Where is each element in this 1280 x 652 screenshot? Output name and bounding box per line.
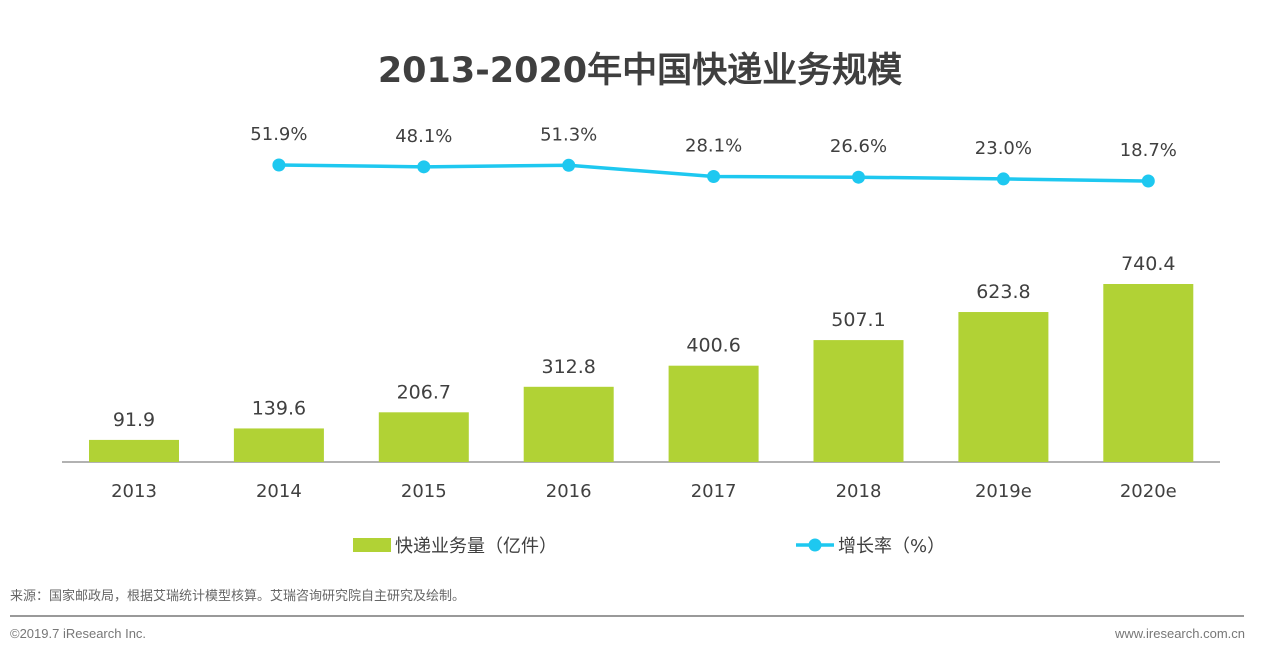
legend-line-marker: [808, 538, 822, 552]
bar-label: 139.6: [252, 397, 306, 419]
bar-2015: [378, 412, 469, 462]
legend-bar-swatch: [353, 538, 391, 552]
bar-label: 623.8: [976, 281, 1030, 303]
bar-label: 400.6: [686, 335, 740, 357]
line-point-2015: [417, 160, 431, 174]
bar-2017: [668, 365, 759, 462]
bar-2014: [233, 428, 324, 462]
bar-2019e: [958, 312, 1049, 462]
bar-label: 206.7: [397, 381, 451, 403]
x-tick-label: 2019e: [975, 481, 1032, 502]
x-tick-label: 2013: [111, 481, 157, 502]
line-point-2016: [562, 158, 576, 172]
bar-2018: [813, 340, 904, 462]
line-label: 26.6%: [830, 136, 887, 157]
website-link[interactable]: www.iresearch.com.cn: [1114, 626, 1245, 641]
bar-2013: [89, 439, 179, 462]
bar-2020e: [1103, 284, 1194, 462]
x-tick-label: 2015: [401, 481, 447, 502]
bar-label: 507.1: [831, 309, 885, 331]
line-point-2019e: [996, 172, 1010, 186]
line-label: 18.7%: [1120, 140, 1177, 161]
legend-line-label: 增长率（%）: [838, 536, 945, 557]
x-tick-label: 2020e: [1120, 481, 1177, 502]
line-point-2020e: [1141, 174, 1155, 188]
line-label: 51.9%: [250, 124, 307, 145]
line-point-2018: [852, 170, 865, 184]
bar-label: 91.9: [113, 409, 155, 431]
line-label: 48.1%: [395, 126, 452, 147]
chart-title: 2013-2020年中国快递业务规模: [377, 51, 903, 91]
x-tick-label: 2017: [691, 481, 737, 502]
line-label: 51.3%: [540, 124, 597, 145]
bar-label: 740.4: [1121, 253, 1175, 275]
divider: [10, 615, 1244, 617]
x-tick-label: 2018: [836, 481, 882, 502]
bar-2016: [523, 386, 614, 462]
x-tick-label: 2014: [256, 481, 302, 502]
line-label: 28.1%: [685, 135, 742, 156]
line-point-2017: [707, 169, 721, 183]
bar-label: 312.8: [541, 356, 595, 378]
copyright: ©2019.7 iResearch Inc.: [10, 626, 147, 641]
source-note: 来源：国家邮政局，根据艾瑞统计模型核算。艾瑞咨询研究院自主研究及绘制。: [10, 589, 466, 604]
x-tick-label: 2016: [546, 481, 592, 502]
line-point-2014: [272, 158, 286, 172]
line-label: 23.0%: [975, 138, 1032, 159]
legend-bar-label: 快递业务量（亿件）: [395, 536, 557, 557]
